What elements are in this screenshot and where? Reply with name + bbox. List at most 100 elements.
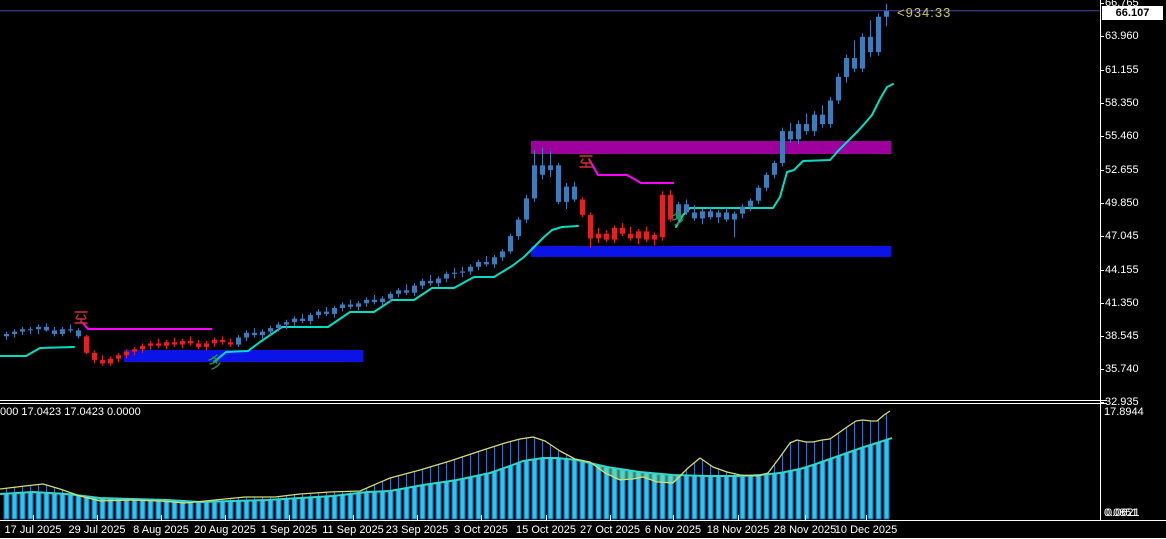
price-tick-label: 47.045: [1105, 230, 1139, 242]
candle-body: [844, 58, 849, 77]
histogram-bar: [403, 487, 410, 520]
candle-body: [364, 299, 369, 304]
candle-body: [788, 131, 793, 140]
candle-body: [548, 165, 553, 171]
support-zone-1[interactable]: [124, 350, 363, 362]
histogram-bar: [779, 472, 786, 520]
histogram-bar: [523, 460, 530, 520]
candle-body: [652, 234, 657, 240]
candle-body: [404, 290, 409, 293]
price-tick: [1100, 36, 1104, 37]
candle-body: [76, 330, 81, 337]
histogram-bar: [795, 468, 802, 520]
date-tick-label: 27 Oct 2025: [580, 524, 640, 536]
histogram-bar: [851, 450, 858, 520]
histogram-bar: [371, 491, 378, 520]
histogram-bar: [771, 473, 778, 520]
histogram-bar: [683, 474, 690, 520]
candle-body: [644, 231, 649, 240]
candle-body: [692, 212, 697, 219]
panel-separator-bottom[interactable]: [0, 403, 1107, 404]
main-chart-canvas[interactable]: [0, 0, 1101, 404]
indicator-panel-canvas[interactable]: [0, 405, 1101, 520]
date-tick: [225, 515, 226, 521]
candle-body: [412, 285, 417, 293]
candle-body: [516, 219, 521, 237]
histogram-bar: [315, 496, 322, 520]
candle-body: [44, 326, 49, 331]
histogram-bar: [547, 457, 554, 520]
candle-body: [708, 211, 713, 218]
histogram-bar: [427, 483, 434, 520]
candle-body: [572, 186, 577, 200]
short-signal-marker-icon: [579, 155, 593, 168]
candle-body: [772, 162, 777, 175]
date-tick-label: 15 Oct 2025: [516, 524, 576, 536]
candle-body: [532, 165, 537, 199]
histogram-bar: [811, 464, 818, 520]
candle-body: [492, 257, 497, 265]
histogram-bar: [571, 459, 578, 520]
candle-body: [700, 211, 705, 219]
histogram-bar: [755, 474, 762, 520]
histogram-bar: [123, 498, 130, 520]
histogram-bar: [171, 499, 178, 520]
histogram-bar: [587, 462, 594, 520]
histogram-bar: [51, 492, 58, 520]
candle-body: [660, 194, 665, 238]
candle-body: [268, 328, 273, 332]
histogram-bar: [35, 491, 42, 520]
candle-body: [204, 343, 209, 347]
indicator-values-caption: 000 17.0423 17.0423 0.0000: [0, 406, 141, 418]
time-axis[interactable]: 17 Jul 2025 29 Jul 2025 8 Aug 2025 20 Aug 2…: [0, 515, 1166, 539]
time-axis-line: [0, 520, 1166, 521]
histogram-bar: [763, 473, 770, 520]
histogram-bar: [827, 458, 834, 520]
histogram-bar: [499, 468, 506, 520]
histogram-bar: [867, 444, 874, 520]
candle-body: [556, 165, 561, 202]
histogram-bar: [563, 458, 570, 520]
date-tick-label: 6 Nov 2025: [644, 524, 702, 536]
candle-body: [140, 345, 145, 350]
candle-body: [484, 262, 489, 265]
histogram-bar: [291, 497, 298, 520]
candle-body: [156, 343, 161, 346]
histogram-bar: [451, 479, 458, 520]
histogram-bar: [787, 470, 794, 520]
candle-body: [260, 331, 265, 336]
resistance-zone[interactable]: [531, 141, 891, 154]
histogram-bar: [467, 476, 474, 520]
price-tick-label: 49.850: [1105, 197, 1139, 209]
histogram-bar: [595, 464, 602, 520]
histogram-bar: [435, 482, 442, 520]
panel-separator-top[interactable]: [0, 400, 1107, 401]
date-tick: [289, 515, 290, 521]
histogram-bar: [715, 475, 722, 520]
candle-body: [620, 227, 625, 234]
histogram-bar: [259, 499, 266, 520]
candle-body: [12, 331, 17, 334]
histogram-bar: [883, 439, 890, 520]
price-tick: [1100, 402, 1104, 403]
price-axis[interactable]: 66.765 63.960 61.155 58.350 55.460 52.655 49.8…: [1100, 0, 1166, 520]
histogram-bar: [107, 497, 114, 520]
candle-body: [596, 233, 601, 239]
candle-body: [332, 308, 337, 314]
date-tick-label: 3 Oct 2025: [454, 524, 508, 536]
candle-body: [372, 299, 377, 303]
histogram-bar: [19, 492, 26, 520]
histogram-bar: [531, 458, 538, 520]
candle-body: [196, 343, 201, 347]
indicator-scale-min-label-2: 0.0621: [1106, 507, 1140, 519]
support-zone-2[interactable]: [531, 246, 891, 257]
candle-body: [828, 100, 833, 125]
candle-body: [636, 231, 641, 239]
candle-body: [716, 212, 721, 218]
candle-body: [172, 342, 177, 345]
histogram-bar: [147, 499, 154, 520]
candle-body: [4, 333, 9, 337]
candle-body: [388, 293, 393, 299]
oscillator-histogram: [3, 413, 890, 520]
